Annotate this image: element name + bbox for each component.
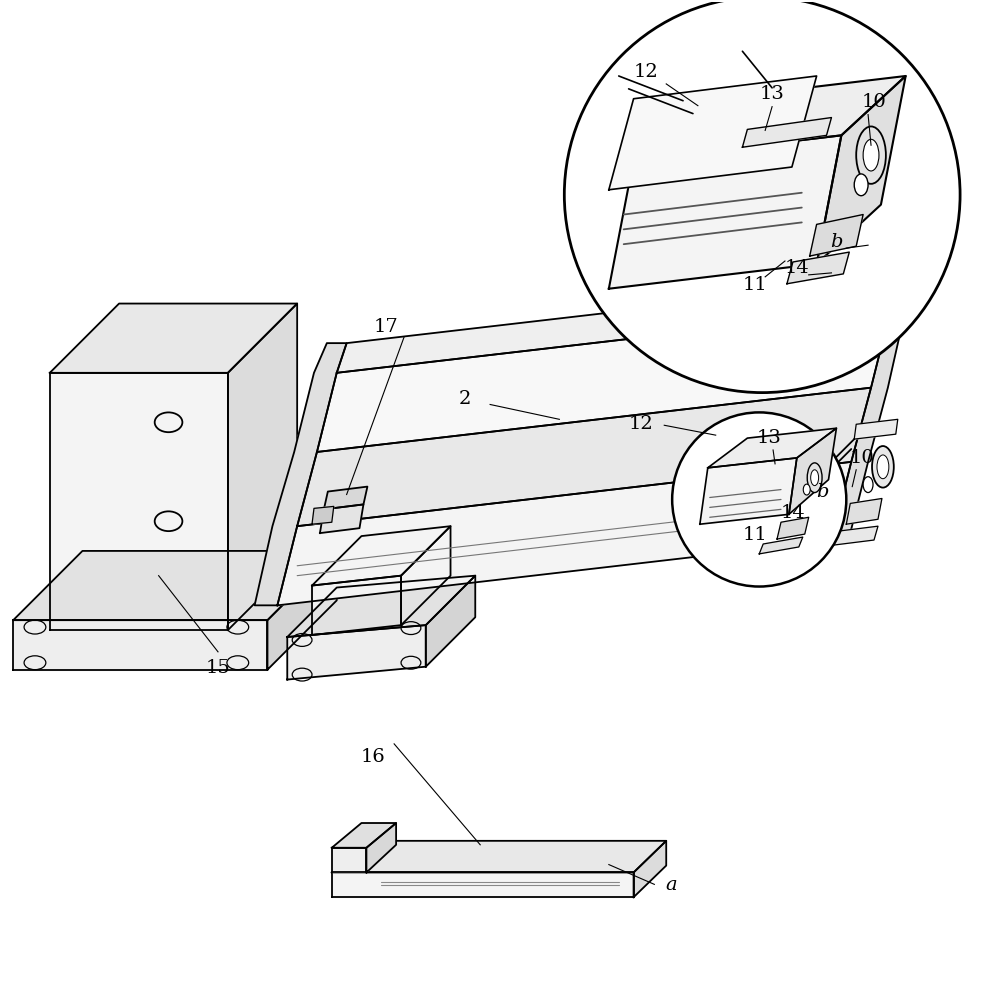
Text: a: a — [665, 876, 677, 894]
Text: 11: 11 — [743, 526, 768, 544]
Polygon shape — [332, 848, 366, 873]
Circle shape — [564, 0, 960, 394]
Polygon shape — [50, 374, 228, 630]
Polygon shape — [846, 499, 882, 525]
Polygon shape — [13, 552, 337, 620]
Polygon shape — [366, 823, 396, 873]
Ellipse shape — [863, 140, 879, 172]
Polygon shape — [742, 118, 831, 148]
Polygon shape — [789, 428, 836, 515]
Polygon shape — [426, 577, 475, 667]
Text: b: b — [830, 233, 843, 250]
Ellipse shape — [807, 463, 822, 493]
Polygon shape — [13, 620, 267, 670]
Text: 2: 2 — [459, 390, 472, 408]
Polygon shape — [317, 309, 891, 452]
Polygon shape — [634, 77, 906, 161]
Polygon shape — [297, 389, 871, 527]
Polygon shape — [817, 77, 906, 264]
Polygon shape — [277, 462, 851, 605]
Polygon shape — [337, 279, 901, 374]
Text: 12: 12 — [629, 414, 654, 432]
Text: b: b — [816, 482, 829, 500]
Polygon shape — [634, 841, 666, 898]
Ellipse shape — [811, 470, 819, 486]
Text: 17: 17 — [374, 318, 399, 336]
Polygon shape — [312, 577, 401, 635]
Polygon shape — [287, 625, 426, 680]
Text: 11: 11 — [743, 275, 768, 293]
Polygon shape — [324, 487, 367, 510]
Polygon shape — [332, 823, 396, 848]
Text: 15: 15 — [206, 658, 230, 676]
Polygon shape — [759, 538, 803, 555]
Polygon shape — [332, 873, 634, 898]
Text: 13: 13 — [760, 84, 785, 102]
Ellipse shape — [803, 485, 810, 496]
Polygon shape — [320, 505, 363, 534]
Ellipse shape — [872, 446, 894, 488]
Polygon shape — [609, 77, 817, 191]
Ellipse shape — [877, 455, 889, 479]
Ellipse shape — [854, 175, 868, 197]
Polygon shape — [267, 552, 337, 670]
Polygon shape — [854, 419, 898, 439]
Text: 10: 10 — [862, 92, 886, 110]
Text: 16: 16 — [361, 746, 386, 765]
Polygon shape — [332, 841, 666, 873]
Ellipse shape — [856, 127, 886, 185]
Polygon shape — [831, 279, 916, 542]
Text: 10: 10 — [850, 448, 875, 466]
Text: 14: 14 — [784, 258, 809, 276]
Polygon shape — [708, 428, 836, 468]
Polygon shape — [312, 527, 451, 585]
Polygon shape — [287, 577, 475, 637]
Polygon shape — [312, 507, 334, 525]
Text: 14: 14 — [781, 504, 805, 522]
Text: 12: 12 — [634, 63, 659, 81]
Polygon shape — [255, 344, 347, 605]
Polygon shape — [50, 304, 297, 374]
Text: 13: 13 — [757, 428, 782, 446]
Polygon shape — [609, 136, 841, 289]
Polygon shape — [401, 527, 451, 625]
Polygon shape — [228, 304, 297, 630]
Polygon shape — [827, 527, 878, 547]
Ellipse shape — [863, 477, 873, 493]
Circle shape — [672, 413, 846, 586]
Polygon shape — [777, 518, 809, 540]
Polygon shape — [810, 216, 863, 256]
Polygon shape — [700, 458, 797, 525]
Polygon shape — [787, 252, 849, 284]
